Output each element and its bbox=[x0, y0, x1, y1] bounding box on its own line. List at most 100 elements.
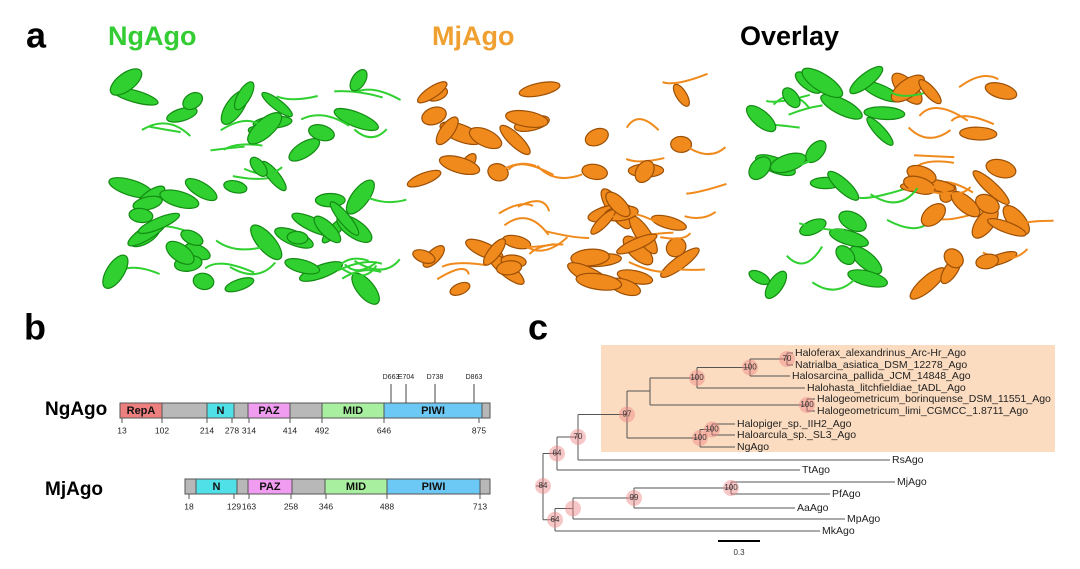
protein-name: NgAgo bbox=[45, 399, 107, 420]
helix bbox=[102, 254, 129, 289]
helix bbox=[313, 215, 342, 244]
ribbon bbox=[504, 162, 537, 170]
node-marker bbox=[626, 490, 642, 506]
leaf-label: Halopiger_sp._IIH2_Ago bbox=[737, 418, 852, 430]
ribbon bbox=[886, 219, 926, 230]
helix bbox=[487, 163, 509, 182]
helix bbox=[435, 116, 459, 146]
ribbon bbox=[932, 185, 972, 195]
helix bbox=[333, 107, 379, 132]
helix bbox=[665, 237, 687, 258]
residue-label: D863 bbox=[466, 374, 483, 381]
position-label: 258 bbox=[284, 501, 298, 511]
helix bbox=[849, 65, 884, 95]
domain-label: PIWI bbox=[421, 405, 445, 417]
ribbon bbox=[765, 93, 811, 103]
ribbon bbox=[300, 114, 350, 127]
ribbon bbox=[498, 203, 534, 215]
helix bbox=[987, 217, 1027, 237]
domain-label: MID bbox=[346, 481, 366, 493]
helix bbox=[605, 191, 631, 218]
helix bbox=[660, 247, 700, 278]
helix bbox=[847, 269, 888, 288]
panel-label: c bbox=[528, 307, 548, 348]
position-label: 13 bbox=[117, 425, 127, 435]
domain-label: PAZ bbox=[259, 481, 280, 493]
position-label: 314 bbox=[242, 425, 256, 435]
node-marker bbox=[799, 397, 815, 413]
helix bbox=[672, 83, 690, 107]
node-marker bbox=[689, 370, 705, 386]
helix bbox=[499, 124, 531, 156]
ribbon bbox=[683, 143, 727, 156]
ribbon bbox=[505, 238, 555, 248]
helix bbox=[223, 180, 248, 194]
leaf-label: RsAgo bbox=[892, 454, 924, 466]
helix bbox=[250, 224, 283, 261]
node-marker bbox=[570, 429, 586, 445]
ribbon bbox=[336, 261, 383, 272]
helix bbox=[827, 170, 860, 201]
ribbon bbox=[782, 154, 819, 166]
position-label: 875 bbox=[472, 425, 486, 435]
helix bbox=[166, 106, 198, 123]
ribbon bbox=[950, 115, 995, 126]
helix bbox=[634, 159, 655, 184]
domain bbox=[119, 402, 163, 419]
ribbon bbox=[356, 88, 402, 101]
helix bbox=[247, 112, 283, 145]
bootstrap-label: 100 bbox=[800, 400, 814, 409]
helix bbox=[748, 156, 772, 181]
helix bbox=[184, 177, 218, 202]
position-label: 346 bbox=[319, 501, 333, 511]
position-label: 646 bbox=[377, 425, 391, 435]
node-marker bbox=[565, 500, 581, 517]
helix bbox=[918, 79, 942, 105]
ribbon bbox=[1014, 219, 1054, 227]
position-label: 163 bbox=[242, 501, 256, 511]
node-marker bbox=[535, 478, 551, 494]
ribbon bbox=[612, 212, 658, 224]
ribbon bbox=[907, 126, 952, 139]
structure-title: MjAgo bbox=[432, 21, 514, 51]
helix bbox=[180, 229, 204, 247]
helix bbox=[349, 69, 368, 92]
scale-label: 0.3 bbox=[733, 548, 745, 557]
ribbon bbox=[149, 125, 181, 134]
ribbon bbox=[353, 128, 388, 139]
residue-label: D738 bbox=[427, 374, 444, 381]
helix bbox=[412, 249, 436, 264]
helix bbox=[828, 228, 869, 248]
helix bbox=[972, 170, 1010, 205]
ribbon bbox=[215, 239, 266, 251]
bootstrap-label: 70 bbox=[574, 432, 583, 441]
helix bbox=[286, 230, 309, 245]
helix bbox=[866, 116, 894, 146]
ribbon bbox=[798, 222, 845, 231]
position-label: 488 bbox=[380, 501, 394, 511]
domain bbox=[386, 478, 481, 495]
helix bbox=[128, 207, 154, 224]
helix bbox=[159, 189, 200, 209]
bootstrap-label: 100 bbox=[743, 363, 757, 372]
structure-title: NgAgo bbox=[108, 21, 196, 51]
helix bbox=[616, 233, 658, 255]
helix bbox=[502, 234, 532, 250]
ribbon bbox=[788, 104, 823, 116]
structure-title: Overlay bbox=[740, 21, 839, 51]
residue-label: D663 bbox=[383, 374, 400, 381]
ribbon bbox=[684, 211, 717, 220]
ribbon bbox=[503, 217, 550, 236]
ribbon bbox=[918, 107, 969, 122]
leaf-label: MpAgo bbox=[847, 513, 880, 525]
node-marker bbox=[547, 511, 563, 528]
ribbon bbox=[545, 230, 590, 240]
leaf-label: Haloferax_alexandrinus_Arc-Hr_Ago bbox=[795, 347, 966, 359]
helix bbox=[849, 245, 883, 275]
bootstrap-label: 84 bbox=[539, 481, 548, 490]
position-label: 214 bbox=[200, 425, 214, 435]
domain-label: PAZ bbox=[258, 405, 279, 417]
domain bbox=[247, 402, 291, 419]
ribbon bbox=[536, 164, 583, 179]
